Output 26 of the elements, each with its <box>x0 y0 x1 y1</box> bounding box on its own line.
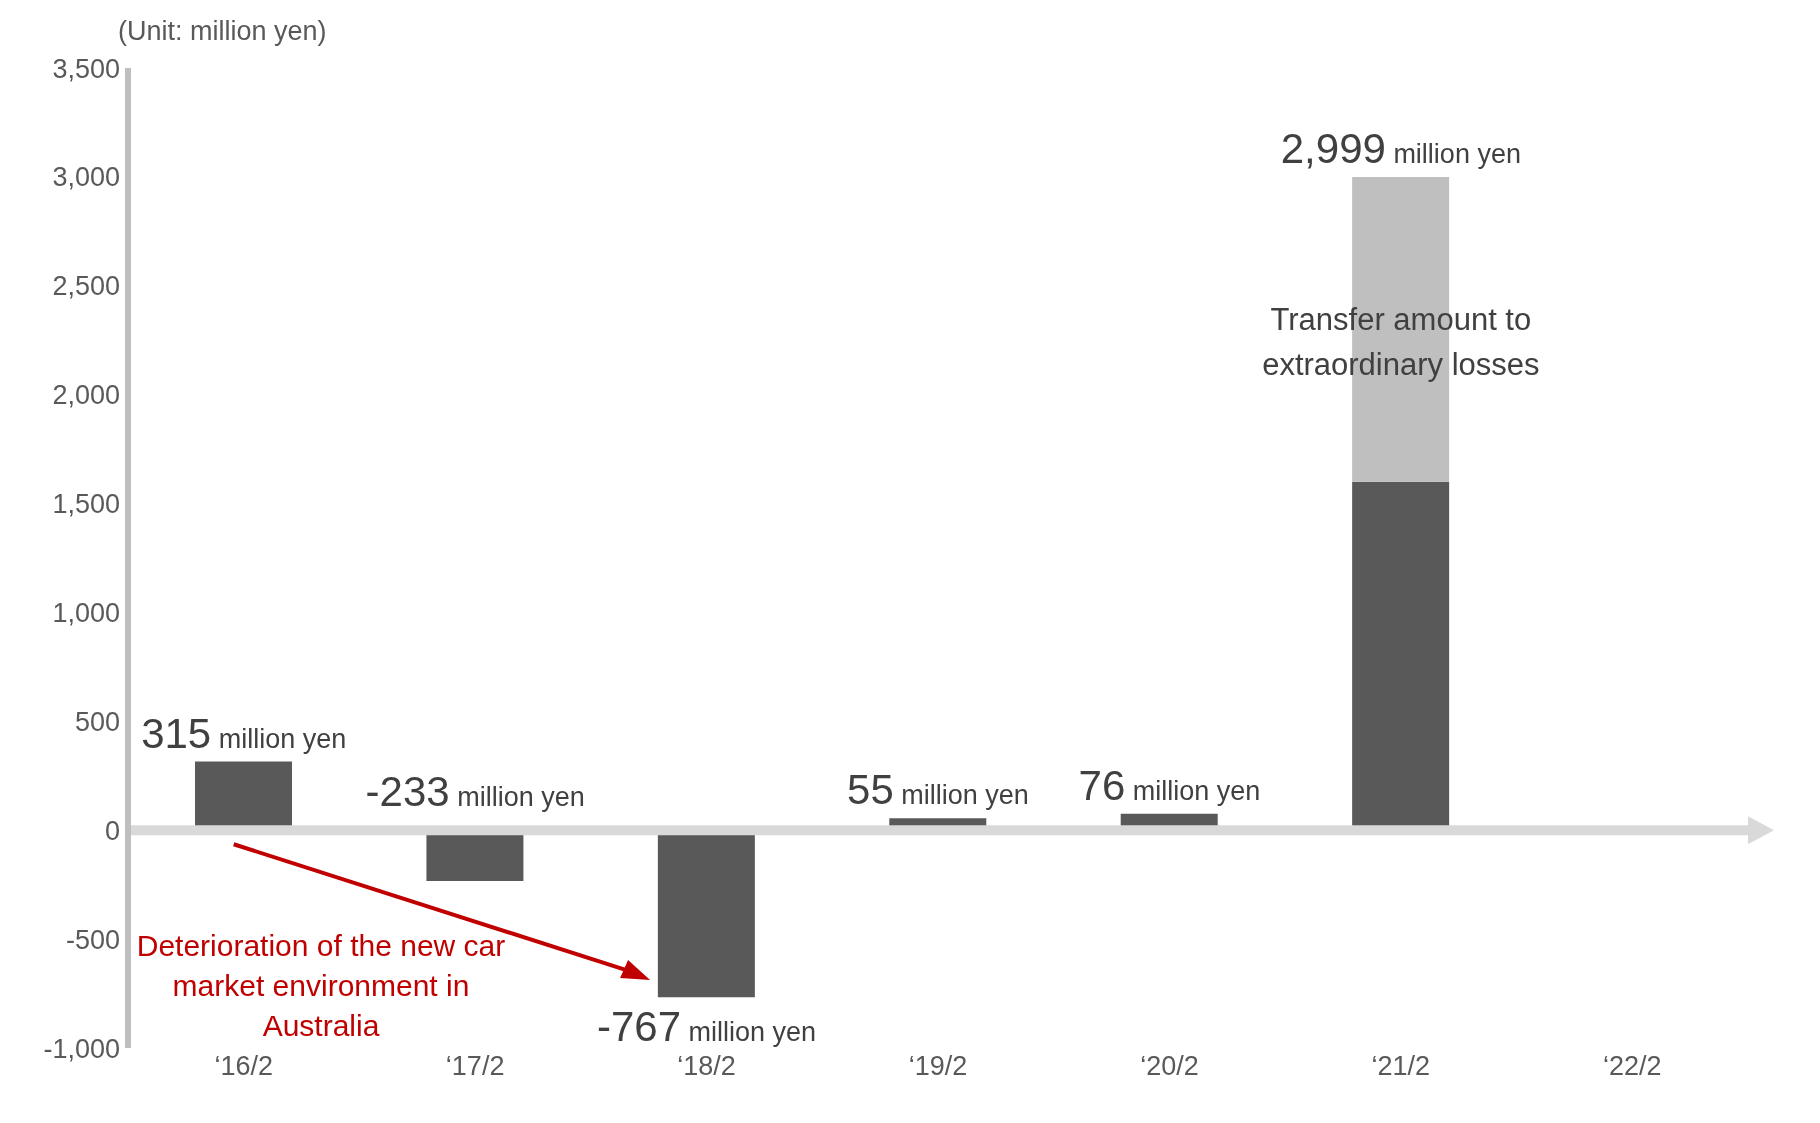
x-tick-label: ‘18/2 <box>677 1051 736 1082</box>
y-tick-label: -500 <box>65 924 120 955</box>
annotation: Deterioration of the new car market environment in Australia <box>136 928 506 1044</box>
y-tick-label: 2,000 <box>52 380 120 411</box>
y-tick-label: 2,500 <box>52 271 120 302</box>
text: (Unit: million yen) <box>118 16 327 47</box>
y-tick-label: 1,000 <box>52 598 120 629</box>
x-tick-label: ‘17/2 <box>445 1051 505 1082</box>
y-tick-label: -1,000 <box>43 1033 120 1064</box>
x-tick-label: ‘19/2 <box>908 1051 968 1082</box>
y-tick-label: 0 <box>104 815 120 846</box>
x-tick-label: ‘21/2 <box>1371 1051 1431 1082</box>
y-tick-label: 500 <box>74 706 120 737</box>
data-label: -767 million yen <box>597 1003 817 1051</box>
data-label: -233 million yen <box>365 768 585 816</box>
data-label: 315 million yen <box>141 709 347 757</box>
total-label: 2,999 million yen <box>1280 125 1521 173</box>
y-tick-label: 3,500 <box>52 53 120 84</box>
y-tick-label: 3,000 <box>52 162 120 193</box>
data-label: 55 million yen <box>847 766 1029 814</box>
y-tick-label: 1,500 <box>52 489 120 520</box>
x-tick-label: ‘16/2 <box>214 1051 273 1082</box>
annotation: Transfer amount to extraordinary losses <box>1261 300 1541 384</box>
data-label: 76 million yen <box>1078 761 1261 809</box>
x-tick-label: ‘20/2 <box>1140 1051 1199 1082</box>
x-tick-label: ‘22/2 <box>1603 1051 1662 1082</box>
